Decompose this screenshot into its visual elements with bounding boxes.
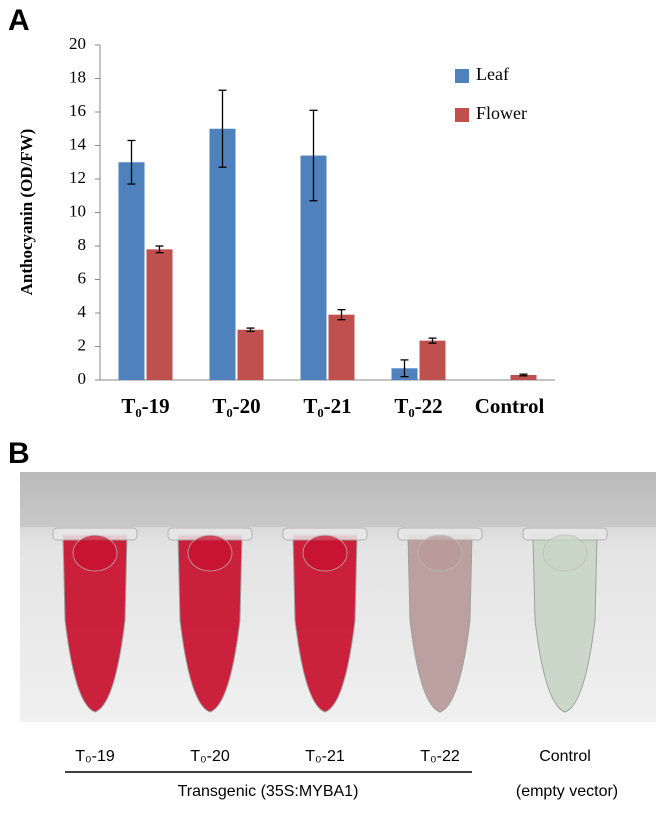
panel-label: B (8, 437, 30, 470)
bar (118, 162, 145, 380)
legend-swatch (455, 108, 469, 122)
tube-label: T₀-19 (75, 748, 115, 765)
group-label: Transgenic (35S:MYBA1) (178, 783, 359, 800)
bar (146, 249, 173, 380)
photo-shadow (20, 472, 656, 527)
tube (177, 534, 243, 713)
bar (209, 128, 236, 380)
error-bar (519, 373, 528, 377)
y-tick-label: 2 (78, 335, 87, 354)
error-bar (218, 89, 227, 168)
tube (407, 534, 473, 713)
legend-swatch (455, 69, 469, 83)
x-tick-label: T₀-19 (121, 394, 169, 418)
error-bar (337, 308, 346, 321)
y-tick-label: 12 (69, 168, 86, 187)
tube-lid (542, 534, 588, 572)
y-tick-label: 14 (69, 134, 87, 153)
y-tick-label: 4 (78, 302, 87, 321)
tube (62, 534, 128, 713)
y-tick-label: 0 (78, 369, 87, 388)
bar (237, 329, 264, 380)
bar (419, 340, 446, 380)
bar (510, 374, 537, 380)
panel-label: A (8, 4, 30, 37)
legend-label: Flower (476, 103, 527, 123)
tube-label: T₀-20 (190, 748, 230, 765)
y-tick-label: 6 (78, 268, 87, 287)
x-tick-label: T₀-22 (394, 394, 442, 418)
error-bar (127, 139, 136, 185)
error-bar (155, 245, 164, 254)
x-tick-label: T₀-21 (303, 394, 351, 418)
error-bar (246, 327, 255, 333)
y-axis-label: Anthocyanin (OD/FW) (17, 129, 36, 296)
control-note: (empty vector) (516, 783, 618, 800)
y-tick-label: 18 (69, 67, 86, 86)
y-tick-label: 20 (69, 34, 86, 53)
tube-label: T₀-22 (420, 748, 460, 765)
tube-label: Control (539, 748, 591, 765)
y-tick-label: 10 (69, 201, 86, 220)
tube-lid (302, 534, 348, 572)
error-bar (400, 359, 409, 378)
tube-lid (187, 534, 233, 572)
tube-lid (417, 534, 463, 572)
tube (292, 534, 358, 713)
y-tick-label: 8 (78, 235, 87, 254)
legend-label: Leaf (476, 64, 509, 84)
y-tick-label: 16 (69, 101, 86, 120)
error-bar (309, 109, 318, 202)
bar (328, 314, 355, 380)
x-tick-label: T₀-20 (212, 394, 260, 418)
tube-lid (72, 534, 118, 572)
tube (532, 534, 598, 713)
error-bar (428, 337, 437, 344)
tube-label: T₀-21 (305, 748, 345, 765)
x-tick-label: Control (475, 394, 545, 418)
